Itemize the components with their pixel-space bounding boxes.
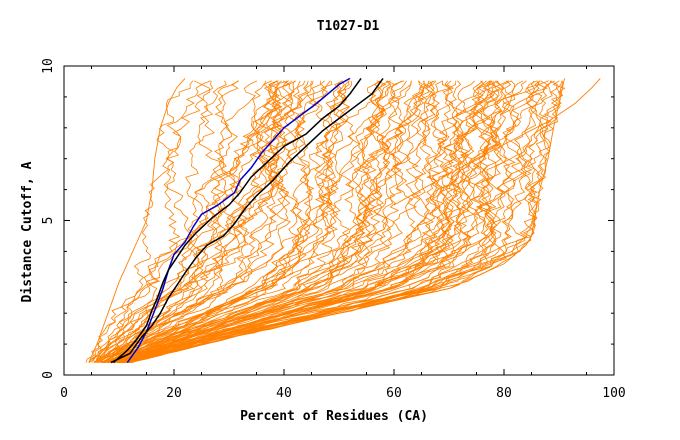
model-curve [123,80,552,363]
model-curve [108,80,387,363]
model-curve [97,80,227,363]
model-curve [94,80,282,363]
model-curve [126,80,524,363]
chart-title: T1027-D1 [317,19,380,34]
model-curve [103,80,294,363]
model-curve [120,80,473,363]
y-axis-label: Distance Cutoff, A [20,161,35,302]
series-line-highlight-model-blue [126,77,351,364]
model-curve [121,80,504,363]
model-curve [113,80,404,363]
model-curve [130,80,563,363]
series-line-model-rightmost [393,78,601,206]
model-curve [107,80,351,363]
model-curve [91,80,203,363]
model-curve [113,80,407,363]
model-curve [93,80,240,363]
model-curve [104,80,350,363]
x-tick-label: 0 [60,386,68,401]
model-curve [126,80,475,363]
y-tick-label: 0 [41,371,56,379]
model-curve [103,80,309,363]
model-curve [128,80,516,363]
model-curve [126,80,548,363]
x-axis-label: Percent of Residues (CA) [240,409,428,424]
model-curve [105,80,309,363]
x-tick-label: 20 [166,386,182,401]
model-curve [99,80,302,363]
model-curve [111,80,412,363]
x-tick-label: 80 [496,386,512,401]
series-line-model-lower-envelope [129,78,565,364]
series-line-highlight-model-black-2 [110,77,384,364]
model-curve [107,80,375,363]
model-curve [120,80,436,363]
model-curve [110,80,312,363]
x-tick-label: 60 [386,386,402,401]
model-curve [97,80,280,363]
model-curve [114,80,417,363]
model-curve [131,80,563,363]
model-curve [101,80,289,363]
model-curve [104,80,384,363]
model-curve [103,80,353,363]
model-curve [119,80,493,363]
model-curve [118,80,535,363]
model-curve [92,80,211,363]
axis-ticks: 0 20 40 60 80 100 0 5 10 [41,58,626,401]
model-curve [105,80,283,363]
model-curve [104,80,333,363]
model-curve [118,80,424,363]
y-tick-label: 5 [41,217,56,225]
y-tick-label: 10 [41,58,56,74]
model-curve [121,80,527,363]
model-curve [111,80,403,363]
model-curve [121,80,451,363]
model-curve [116,80,435,363]
model-curve [113,80,392,363]
model-curve [97,80,279,363]
series-line-model-upper-envelope [88,78,186,363]
model-curve [102,80,351,363]
model-curve-bundle [85,80,566,363]
series-line-highlight-model-black-1 [113,77,362,364]
x-tick-label: 40 [276,386,292,401]
model-curve [116,80,499,363]
model-curve [126,80,502,363]
series-layer [88,77,601,364]
x-tick-label: 100 [602,386,625,401]
model-curve [88,80,227,363]
